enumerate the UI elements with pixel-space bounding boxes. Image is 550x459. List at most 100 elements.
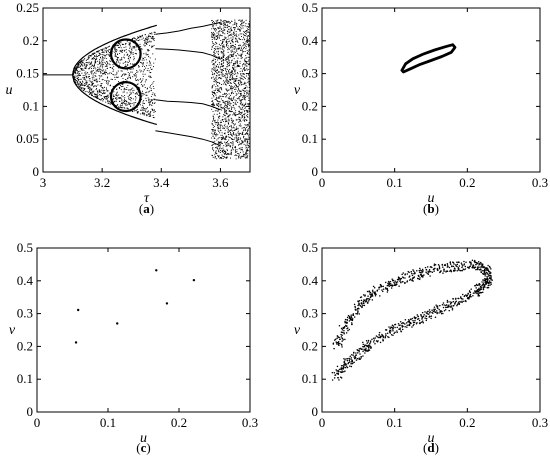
chaos-point: [214, 129, 216, 131]
chaos-point: [221, 134, 223, 136]
chaos-point: [216, 35, 218, 37]
bifurcation-point: [109, 64, 111, 66]
x-tick-label: 0.1: [100, 415, 116, 430]
attractor-lower-point: [482, 282, 485, 285]
chaos-point: [243, 43, 245, 45]
bifurcation-point: [115, 97, 117, 99]
chaos-point: [229, 31, 231, 33]
bifurcation-point: [120, 49, 122, 51]
chaos-point: [216, 153, 218, 155]
chaos-point: [232, 75, 234, 77]
bifurcation-point: [97, 80, 99, 82]
chaos-point: [219, 132, 221, 134]
chaos-point: [222, 80, 225, 82]
bifurcation-point: [127, 54, 129, 56]
chaos-point: [247, 113, 249, 115]
chaos-point: [246, 132, 248, 134]
attractor-upper-point: [343, 326, 345, 329]
chaos-point: [243, 51, 245, 53]
chaos-point: [236, 40, 239, 42]
chaos-point: [234, 63, 236, 65]
chaos-point: [216, 158, 218, 160]
chaos-point: [231, 110, 233, 112]
bifurcation-point: [116, 71, 118, 73]
attractor-upper-point: [439, 271, 441, 273]
chaos-point: [238, 157, 240, 159]
bifurcation-point: [106, 95, 108, 97]
chaos-point: [247, 133, 249, 135]
bifurcation-point: [91, 83, 93, 85]
caption-letter: a: [143, 201, 150, 216]
bifurcation-point: [78, 84, 80, 86]
bifurcation-point: [84, 78, 86, 80]
bifurcation-point: [107, 84, 109, 86]
attractor-lower-point: [460, 297, 462, 299]
chaos-point: [219, 141, 221, 144]
chaos-point: [212, 22, 214, 24]
chaos-point: [218, 27, 220, 29]
attractor-upper-point: [443, 268, 445, 270]
chaos-point: [211, 70, 213, 72]
chaos-point: [241, 77, 243, 79]
chaos-point: [233, 48, 235, 50]
chaos-point: [233, 107, 235, 109]
bifurcation-point: [99, 94, 101, 96]
chaos-point: [212, 148, 214, 150]
chaos-point: [246, 115, 248, 117]
chaos-point: [228, 28, 230, 30]
attractor-lower-point: [446, 306, 448, 309]
bifurcation-point: [87, 76, 90, 78]
bifurcation-point: [129, 68, 131, 71]
attractor-lower-point: [412, 321, 415, 324]
bifurcation-point: [100, 75, 102, 77]
chaos-point: [230, 51, 232, 53]
chaos-point: [227, 82, 229, 84]
attractor-lower-point: [388, 326, 390, 328]
chaos-point: [234, 66, 236, 68]
bifurcation-point: [133, 110, 135, 112]
bifurcation-point: [98, 78, 101, 80]
bifurcation-point: [137, 78, 139, 81]
bifurcation-point: [137, 80, 139, 82]
y-tick-label: 0: [27, 404, 34, 419]
bifurcation-point: [145, 42, 147, 44]
bifurcation-point: [129, 44, 131, 46]
bifurcation-point: [110, 60, 112, 62]
chaos-point: [232, 33, 234, 36]
chaos-point: [225, 109, 228, 112]
attractor-upper-point: [353, 316, 356, 318]
bifurcation-point: [103, 93, 105, 95]
bifurcation-point: [83, 78, 85, 80]
bifurcation-point: [141, 84, 143, 86]
chaos-point: [223, 20, 225, 22]
attractor-upper-point: [482, 270, 484, 272]
chaos-point: [218, 81, 220, 84]
bifurcation-point: [92, 65, 94, 67]
chaos-point: [239, 102, 241, 104]
bifurcation-point: [84, 79, 86, 81]
chaos-point: [211, 34, 213, 36]
attractor-lower-point: [426, 311, 429, 313]
attractor-upper-point: [336, 335, 339, 337]
bifurcation-point: [145, 54, 147, 56]
chaos-point: [239, 123, 241, 125]
bifurcation-point: [101, 55, 103, 57]
bifurcation-point: [87, 72, 89, 74]
chaos-point: [247, 81, 249, 83]
chaos-point: [224, 83, 226, 85]
attractor-upper-point: [433, 264, 436, 267]
chaos-point: [221, 137, 223, 139]
chaos-point: [216, 146, 218, 148]
bifurcation-point: [101, 67, 104, 69]
attractor-lower-point: [404, 323, 406, 325]
attractor-upper-point: [340, 327, 343, 330]
attractor-upper-point: [372, 285, 375, 288]
chaos-point: [223, 47, 225, 49]
chaos-point: [239, 49, 242, 51]
chaos-point: [224, 150, 226, 152]
chaos-point: [228, 34, 230, 36]
bifurcation-point: [137, 65, 140, 67]
attractor-lower-point: [356, 357, 359, 360]
chaos-point: [232, 101, 234, 104]
